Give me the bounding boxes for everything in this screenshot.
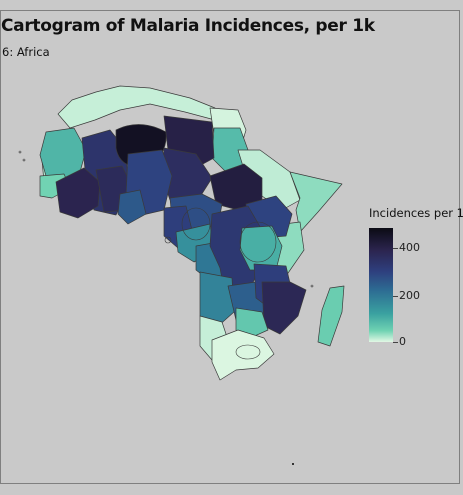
- legend-tick-400: [393, 248, 398, 249]
- small-island: [164, 236, 172, 244]
- legend-tick-label-400: 400: [399, 241, 420, 254]
- region-ghana: [117, 189, 147, 225]
- coast-dot-3: [310, 284, 314, 288]
- legend-tick-label-0: 0: [399, 335, 406, 348]
- zambia-outline: [235, 344, 261, 360]
- region-south-africa: [211, 329, 275, 381]
- region-mozambique: [261, 281, 307, 335]
- chart-subtitle: 6: Africa: [2, 45, 50, 59]
- legend-tick-0: [393, 342, 398, 343]
- coast-dot-2: [22, 158, 26, 162]
- region-madagascar: [317, 285, 345, 347]
- east-lake-outline: [239, 221, 277, 263]
- chart-title: Cartogram of Malaria Incidences, per 1k: [1, 16, 375, 36]
- legend-title: Incidences per 1k: [369, 206, 463, 220]
- legend-colorbar: [369, 228, 393, 342]
- stray-dot: [292, 463, 294, 465]
- inner-borders: [18, 150, 314, 360]
- region-guinea: [55, 167, 101, 219]
- region-zimbabwe: [235, 307, 269, 339]
- legend-tick-label-200: 200: [399, 289, 420, 302]
- lake-victoria-outline: [181, 207, 211, 241]
- region-angola: [199, 271, 235, 329]
- legend-tick-200: [393, 296, 398, 297]
- coast-dot-1: [18, 150, 22, 154]
